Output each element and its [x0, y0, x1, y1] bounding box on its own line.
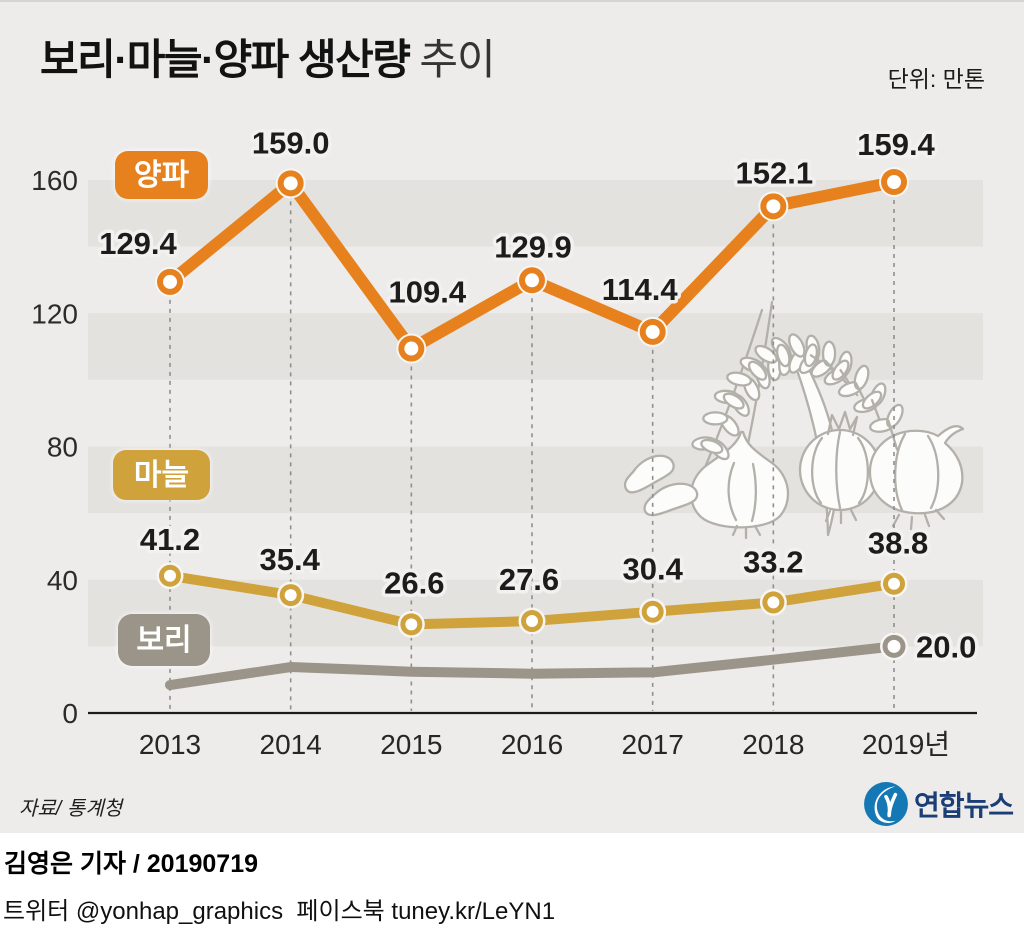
title-sub: 추이: [419, 36, 495, 83]
y-axis-tick-label: 0: [62, 698, 78, 729]
value-label: 159.0: [252, 125, 330, 160]
x-axis-tick-label: 2013: [139, 729, 201, 760]
legend-chip-label: 보리: [136, 624, 191, 657]
byline: 김영은 기자 / 20190719: [4, 850, 259, 878]
data-point-marker: [155, 266, 185, 297]
y-axis-tick-label: 80: [47, 432, 78, 463]
x-axis-tick-label: 2015: [380, 729, 442, 760]
value-label: 129.9: [494, 229, 572, 264]
x-axis-tick-label: 2016: [501, 729, 563, 760]
x-axis-tick-label: 2018: [742, 729, 804, 760]
value-label: 35.4: [259, 542, 320, 577]
unit-label: 단위: 만톤: [887, 66, 985, 92]
data-point-marker: [517, 265, 548, 296]
x-axis-tick-label: 2017: [622, 729, 684, 760]
data-point-marker: [637, 316, 668, 347]
data-point-marker: [759, 588, 787, 616]
title-main: 보리·마늘·양파 생산량: [40, 36, 411, 83]
data-point-marker: [397, 610, 425, 638]
data-point-marker: [396, 333, 427, 364]
legend-chip-마늘: 마늘: [113, 450, 210, 500]
value-label: 129.4: [99, 226, 177, 261]
yonhap-logo-icon: [863, 782, 908, 826]
infographic-panel: 129.4 159.0 109.4 129.9 114.4 152.1 159.4 41.2 3…: [0, 0, 1024, 833]
data-point-marker: [880, 570, 908, 598]
value-label: 30.4: [623, 552, 684, 587]
value-label: 109.4: [389, 275, 467, 310]
value-label: 33.2: [743, 544, 803, 579]
data-point-marker: [879, 166, 910, 197]
legend-chip-양파: 양파: [115, 151, 208, 199]
page-title: 보리·마늘·양파 생산량 추이: [40, 26, 496, 87]
social-handles: 트위터 @yonhap_graphics 페이스북 tuney.kr/LeYN1: [3, 898, 556, 925]
data-point-marker: [639, 598, 667, 626]
value-label: 41.2: [140, 522, 200, 557]
y-axis-tick-label: 160: [31, 165, 78, 196]
value-label: 159.4: [857, 127, 935, 162]
crops-illustration: [623, 300, 965, 540]
series-line-보리: [165, 641, 900, 691]
value-label: 114.4: [602, 272, 679, 307]
data-point-marker: [880, 632, 909, 661]
legend-chip-보리: 보리: [118, 614, 210, 666]
yonhap-logo-text: 연합뉴스: [913, 790, 1014, 821]
data-point-marker: [277, 581, 305, 609]
x-axis-tick-label: 2019년: [862, 729, 950, 760]
source-label: 자료/ 통계청: [19, 798, 123, 820]
y-axis-tick-label: 120: [31, 298, 78, 329]
data-point-marker: [275, 168, 306, 199]
value-label: 152.1: [736, 155, 814, 190]
legend-chip-label: 마늘: [134, 459, 189, 492]
value-label: 20.0: [916, 629, 976, 664]
value-label: 26.6: [384, 565, 444, 600]
yonhap-logo: 연합뉴스: [863, 781, 1014, 827]
data-point-marker: [758, 191, 789, 222]
data-point-marker: [156, 562, 184, 590]
production-line-chart: 129.4 159.0 109.4 129.9 114.4 152.1 159.4 41.2 3…: [31, 122, 983, 760]
y-axis-tick-label: 40: [47, 565, 78, 596]
byline-section: 김영은 기자 / 20190719 트위터 @yonhap_graphics 페…: [0, 833, 1024, 926]
value-label: 38.8: [868, 526, 928, 561]
legend-chip-label: 양파: [134, 159, 190, 192]
x-axis-tick-label: 2014: [260, 729, 322, 760]
value-label: 27.6: [499, 562, 559, 597]
data-point-marker: [518, 607, 546, 635]
